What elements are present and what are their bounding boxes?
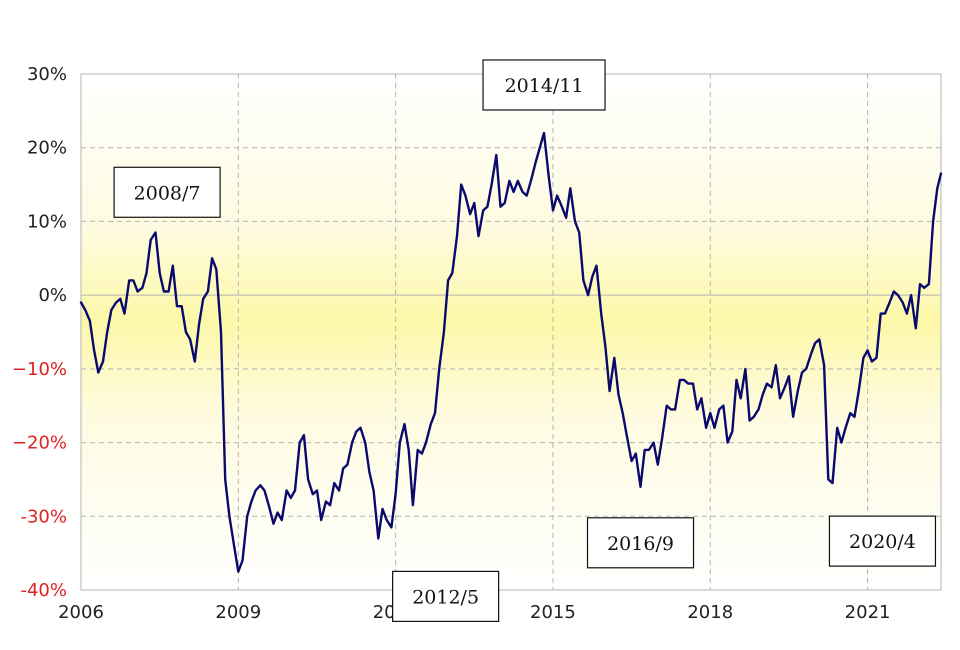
plot-area-background <box>81 74 941 590</box>
y-tick-label: 0% <box>38 285 67 306</box>
annotation-3: 2016/9 <box>586 517 695 569</box>
annotation-box <box>392 570 500 623</box>
y-tick-label: 20% <box>27 138 67 159</box>
annotation-box <box>828 515 937 567</box>
annotation-label: 2008/7 <box>134 182 201 204</box>
annotation-label: 2016/9 <box>607 533 674 555</box>
grid-lines <box>81 74 941 590</box>
series <box>79 131 943 573</box>
annotation-4: 2020/4 <box>828 515 937 567</box>
annotation-box <box>113 166 221 218</box>
annotation-2: 2014/11 <box>482 59 606 111</box>
y-tick-label: 30% <box>27 64 67 85</box>
axes: 30%20%10%0%−10%−20%-30%-40%2006200920122… <box>12 64 891 623</box>
x-tick-label: 2018 <box>687 602 733 623</box>
y-tick-label: -30% <box>20 506 67 527</box>
series-line-0 <box>79 131 943 573</box>
annotation-0: 2008/7 <box>113 166 221 218</box>
y-tick-label: −10% <box>12 359 67 380</box>
x-tick-label: 2006 <box>58 602 104 623</box>
annotations: 2008/7 2012/5 2014/11 2016/9 2020/4 <box>113 59 937 623</box>
annotation-label: 2012/5 <box>412 586 479 608</box>
annotation-label: 2020/4 <box>849 531 916 553</box>
y-tick-label: -40% <box>20 580 67 601</box>
annotation-label: 2014/11 <box>505 75 584 97</box>
x-tick-label: 2009 <box>215 602 261 623</box>
x-tick-label: 2021 <box>845 602 891 623</box>
y-tick-label: −20% <box>12 433 67 454</box>
y-tick-label: 10% <box>27 211 67 232</box>
x-tick-label: 2015 <box>530 602 576 623</box>
annotation-box <box>482 59 606 111</box>
annotation-1: 2012/5 <box>392 570 500 623</box>
annotation-box <box>586 517 695 569</box>
